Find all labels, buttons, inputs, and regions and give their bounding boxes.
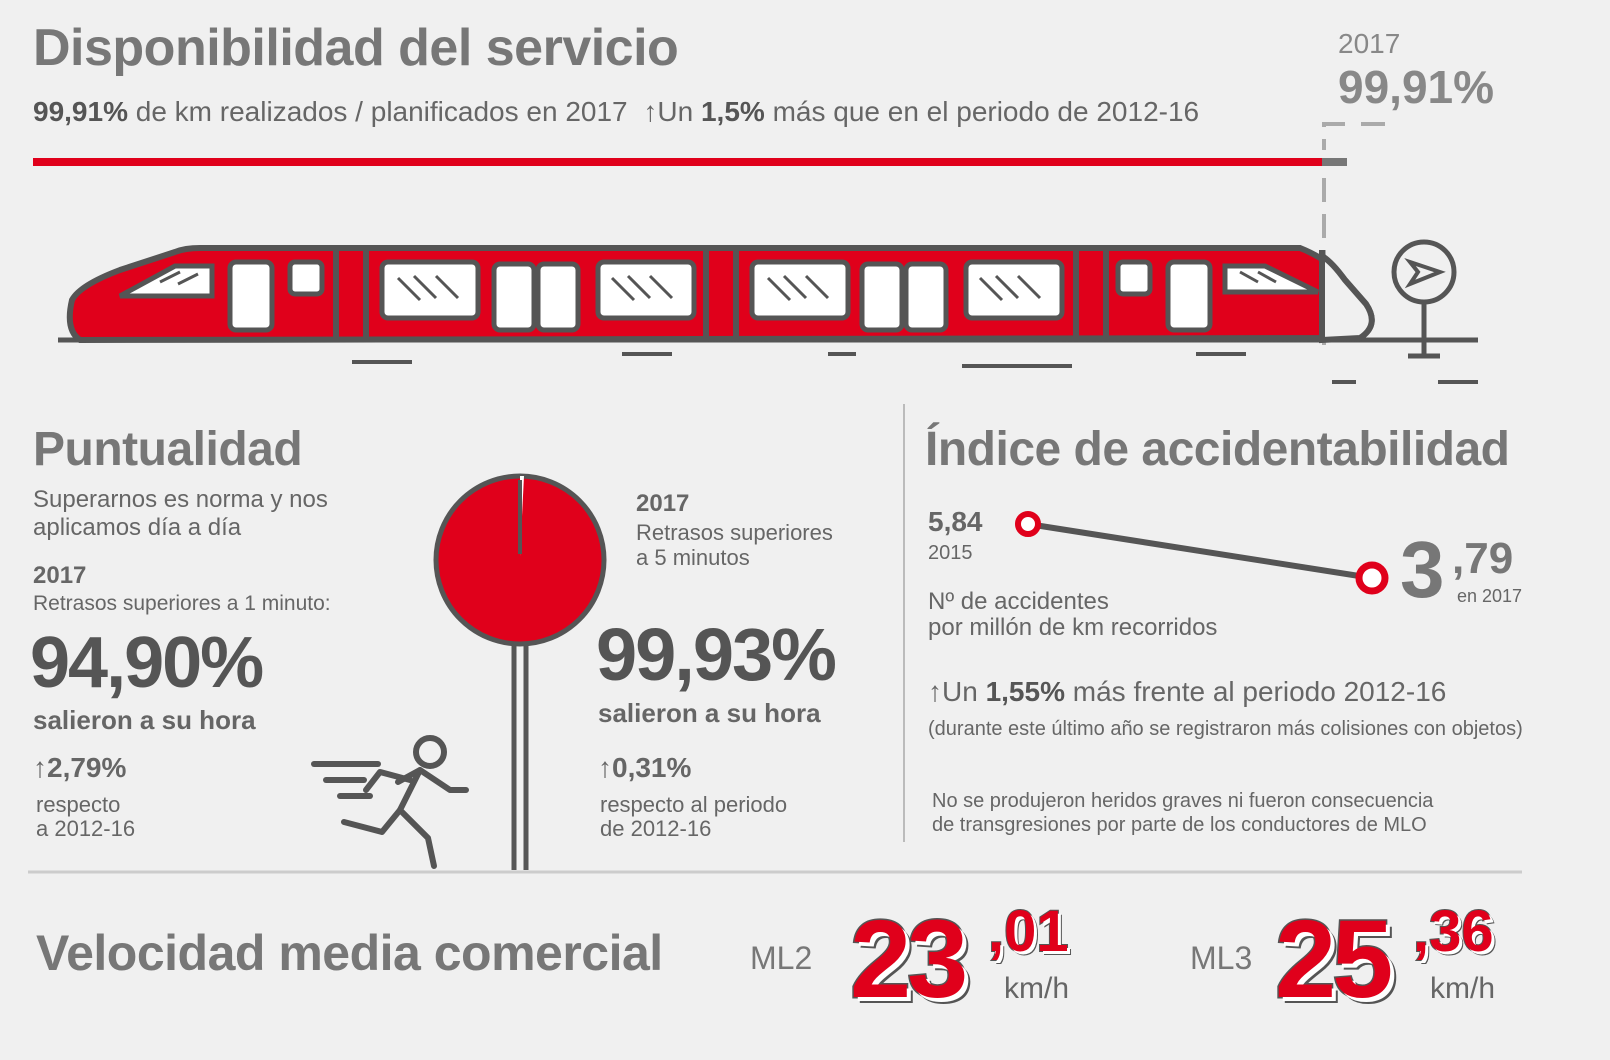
speed-ml2-label: ML2 [750, 940, 813, 976]
punctuality-left-change-2: a 2012-16 [36, 816, 136, 841]
accidents-start-value: 5,84 [928, 506, 983, 537]
speed-ml3-int: 25 [1273, 897, 1394, 1023]
punctuality-right-year: 2017 [636, 490, 690, 517]
speed-ml2-int: 23 [848, 897, 969, 1023]
up-arrow-icon: ↑ [33, 752, 47, 783]
punctuality-right-change-1: respecto al periodo [600, 792, 788, 817]
accidents-up-suffix: más frente al periodo 2012-16 [1072, 676, 1447, 707]
availability-desc: 99,91% de km realizados / planificados e… [33, 96, 1199, 128]
up-arrow-icon: ↑ [598, 752, 612, 783]
speed-ml2-dec: ,01 [987, 898, 1070, 965]
signal-arrow-icon [1391, 239, 1457, 359]
punctuality-subtitle-1: Superarnos es norma y nos [33, 486, 328, 513]
accidents-title: Índice de accidentabilidad [925, 423, 1510, 476]
punctuality-right-change-value: 0,31% [612, 752, 692, 783]
accidents-up-value: 1,55% [985, 676, 1065, 707]
accidents-change: ↑Un 1,55% más frente al periodo 2012-16 [928, 676, 1446, 708]
speed-ml3-unit: km/h [1430, 972, 1496, 1005]
punctuality-left-label: Retrasos superiores a 1 minuto: [33, 592, 331, 615]
accidents-end-int: 3 [1400, 525, 1444, 614]
availability-year: 2017 [1338, 28, 1401, 59]
availability-value: 99,91% [33, 96, 128, 127]
train-icon [58, 245, 1478, 384]
punctuality-left-year: 2017 [33, 562, 87, 589]
availability-up-suffix: más que en el periodo de 2012-16 [772, 96, 1200, 127]
punctuality-right-value: 99,93% [596, 613, 837, 696]
punctuality-subtitle-2: aplicamos día a día [33, 514, 242, 541]
punctuality-right-caption: salieron a su hora [598, 698, 821, 728]
punctuality-right-change: ↑0,31% [598, 752, 691, 784]
accidents-start-year: 2015 [928, 542, 973, 564]
punctuality-left-change: ↑2,79% [33, 752, 126, 784]
accident-chart [1015, 511, 1389, 595]
availability-desc-text: de km realizados / planificados en 2017 [135, 96, 628, 127]
availability-year-value: 99,91% [1338, 61, 1495, 113]
accident-point-2015 [1015, 511, 1041, 537]
punctuality-left-change-1: respecto [36, 792, 121, 817]
speed-title: Velocidad media comercial [36, 925, 663, 981]
up-arrow-icon: ↑ [928, 676, 942, 707]
accidents-end-dec: ,79 [1452, 534, 1514, 583]
accidents-unit-2: por millón de km recorridos [928, 614, 1218, 641]
clock-signal-icon [433, 473, 607, 870]
speed-ml2-unit: km/h [1004, 972, 1070, 1005]
accidents-note: (durante este último año se registraron … [928, 718, 1523, 740]
punctuality-left-caption: salieron a su hora [33, 705, 256, 735]
up-arrow-icon: ↑ [643, 96, 658, 127]
accident-point-2017 [1355, 561, 1389, 595]
punctuality-title: Puntualidad [33, 423, 303, 476]
speed-ml3-dec: ,36 [1412, 898, 1495, 965]
speed-ml3-label: ML3 [1190, 940, 1253, 976]
punctuality-left-change-value: 2,79% [47, 752, 127, 783]
punctuality-right-change-2: de 2012-16 [600, 816, 712, 841]
availability-title: Disponibilidad del servicio [33, 19, 679, 77]
accidents-up-prefix: Un [942, 676, 978, 707]
punctuality-left-value: 94,90% [30, 623, 264, 703]
accidents-footnote-2: de transgresiones por parte de los condu… [932, 814, 1427, 836]
punctuality-right-label-1: Retrasos superiores [636, 520, 833, 545]
runner-icon [311, 735, 469, 869]
availability-up-value: 1,5% [700, 96, 765, 127]
accidents-footnote-1: No se produjeron heridos graves ni fuero… [932, 790, 1434, 812]
punctuality-right-label-2: a 5 minutos [636, 545, 750, 570]
availability-up-prefix: Un [657, 96, 694, 127]
accidents-end-label: en 2017 [1457, 586, 1523, 606]
accidents-unit-1: Nº de accidentes [928, 588, 1109, 615]
